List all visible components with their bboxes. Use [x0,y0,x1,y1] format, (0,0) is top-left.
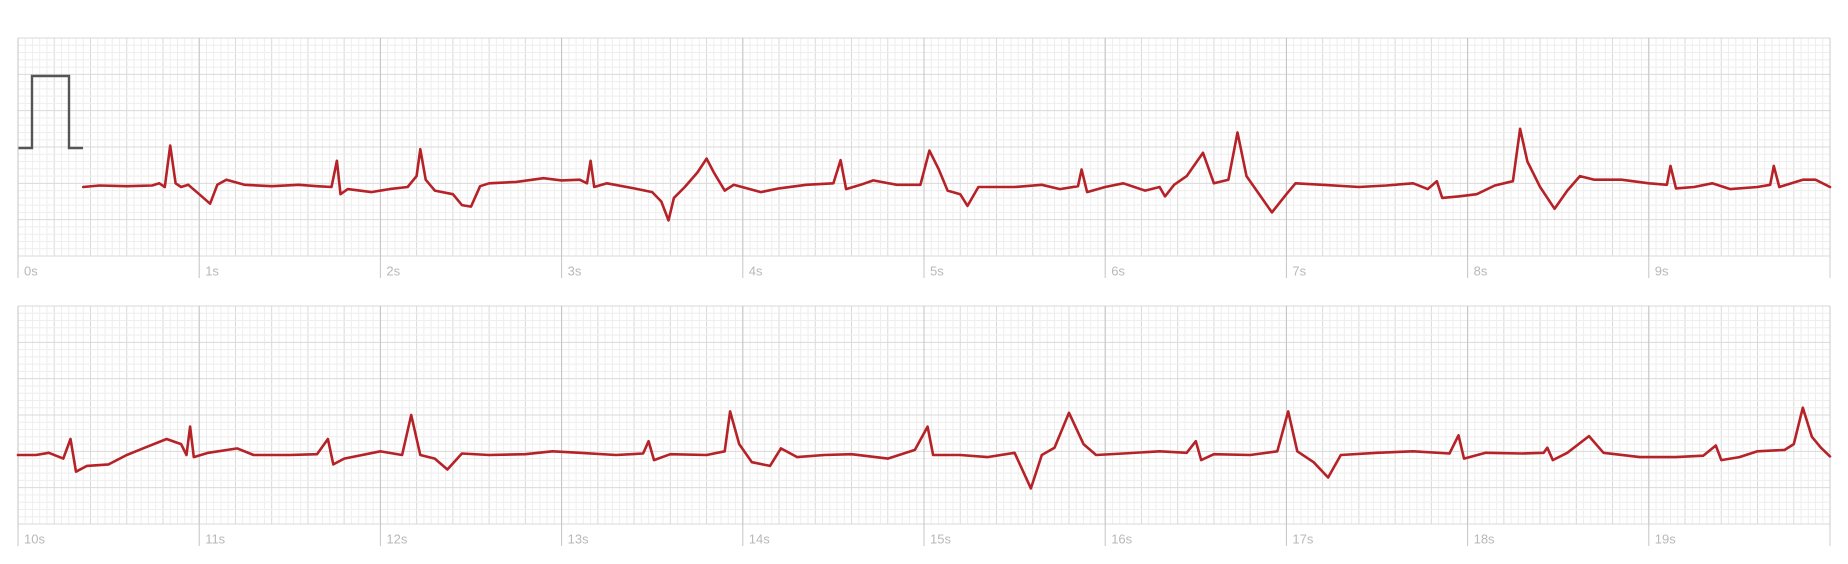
x-tick-label: 0s [24,263,38,278]
ecg-trace [81,127,1832,222]
x-tick-label: 17s [1292,531,1313,546]
x-tick-label: 15s [930,531,951,546]
x-tick-label: 19s [1655,531,1676,546]
x-tick-label: 7s [1292,263,1306,278]
x-tick-label: 11s [205,531,225,546]
x-tick-label: 5s [930,263,944,278]
x-tick-label: 9s [1655,263,1669,278]
x-tick-label: 14s [749,531,770,546]
x-tick-label: 18s [1474,531,1495,546]
x-tick-label: 6s [1111,263,1125,278]
x-tick-label: 3s [568,263,582,278]
calibration-pulse [18,74,83,150]
x-tick-label: 4s [749,263,763,278]
x-tick-label: 10s [24,531,45,546]
x-tick-label: 16s [1111,531,1132,546]
x-tick-label: 8s [1474,263,1488,278]
x-tick-label: 12s [386,531,407,546]
ecg-trace [16,406,1832,490]
x-tick-label: 13s [568,531,589,546]
x-tick-label: 2s [386,263,400,278]
x-tick-label: 1s [205,263,219,278]
grid-layer [17,37,1831,546]
